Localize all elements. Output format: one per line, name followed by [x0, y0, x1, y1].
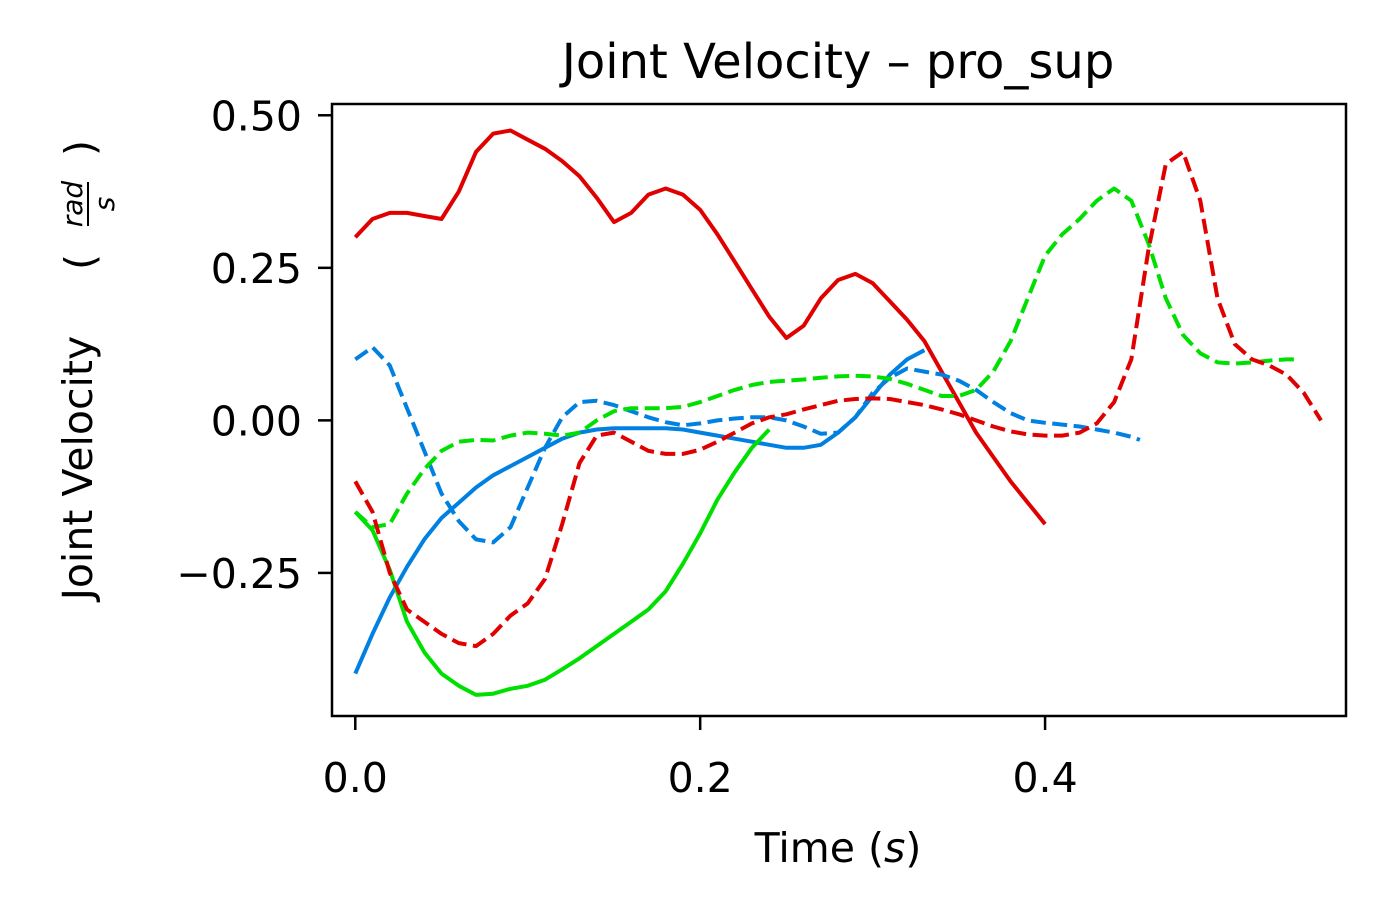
y-axis-label-text: Joint Velocity [54, 336, 102, 604]
x-tick-label: 0.4 [1012, 754, 1077, 802]
x-axis-label-close: ) [905, 824, 921, 872]
y-axis-label-unit-numerator: rad [56, 181, 89, 228]
y-axis-label: Joint Velocity ( rad s ) [54, 140, 121, 603]
y-tick-label: −0.25 [176, 550, 302, 598]
series-line-1 [353, 128, 1047, 526]
y-axis-label-paren-close: ) [56, 140, 104, 156]
x-tick-label: 0.0 [323, 754, 388, 802]
x-tick-label: 0.2 [668, 754, 733, 802]
chart-title: Joint Velocity – pro_sup [559, 34, 1115, 90]
x-axis-label: Time (s) [754, 824, 922, 872]
series-line-4 [354, 345, 1141, 545]
x-axis-label-text: Time ( [754, 824, 884, 872]
x-axis: 0.0 0.2 0.4 [323, 716, 1078, 802]
series-line-3 [353, 428, 771, 697]
y-axis-label-paren-open: ( [56, 254, 104, 270]
plot-area-frame [330, 102, 1348, 718]
series-line-5 [353, 186, 1296, 530]
y-tick-label: 0.25 [211, 245, 302, 293]
y-tick-label: 0.50 [211, 92, 302, 140]
x-axis-label-unit: s [884, 824, 905, 872]
series-line-6 [353, 149, 1323, 649]
y-axis: 0.50 0.25 0.00 −0.25 [176, 92, 332, 598]
y-axis-label-unit-denominator: s [88, 197, 121, 212]
y-tick-label: 0.00 [211, 397, 302, 445]
series-layer [353, 128, 1323, 697]
